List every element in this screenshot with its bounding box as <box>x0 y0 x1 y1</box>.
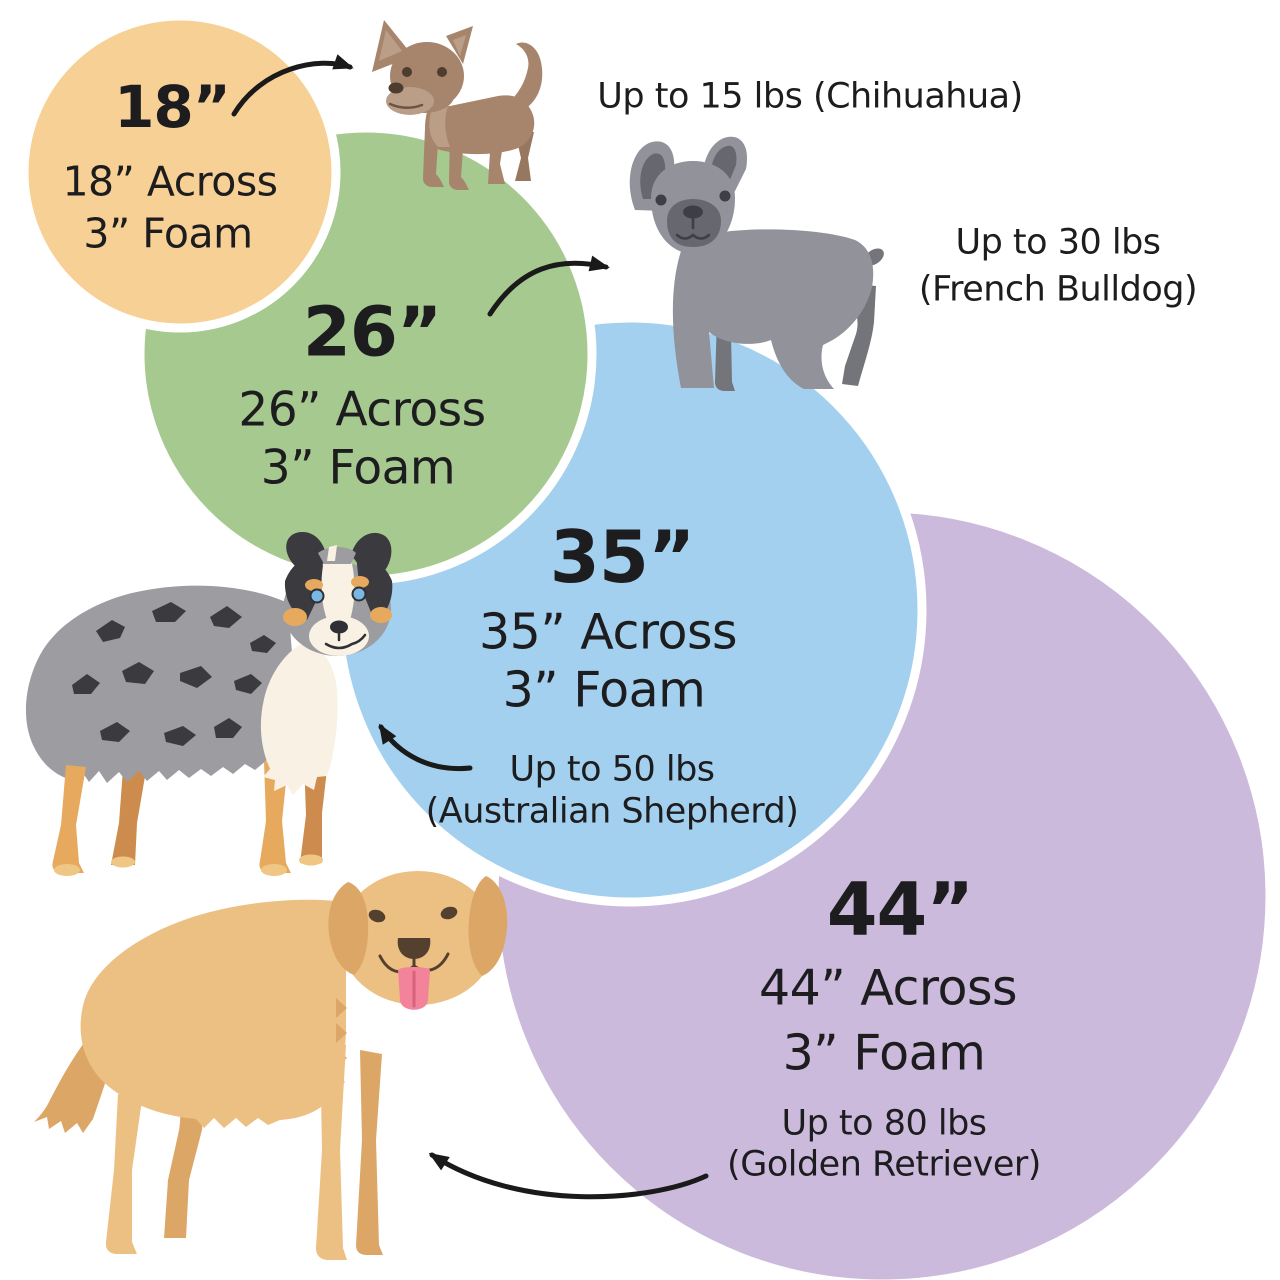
arrow-to-australian-shepherd-icon <box>378 723 473 772</box>
golden-retriever-ear <box>328 882 369 975</box>
arrow-to-golden-retriever-icon <box>428 1152 709 1200</box>
chihuahua-illustration <box>372 20 543 190</box>
bed-foam-label: 3” Foam <box>83 209 253 258</box>
golden-retriever-torso <box>80 899 346 1128</box>
bed-weight-label: Up to 50 lbs <box>509 749 715 790</box>
australian-shepherd-eye-2 <box>351 586 367 602</box>
bed-across-label: 26” Across <box>238 382 486 438</box>
bed-breed-label: (Golden Retriever) <box>727 1144 1041 1185</box>
bed-foam-label: 3” Foam <box>260 440 456 496</box>
chihuahua-head-group <box>372 20 473 115</box>
golden-retriever-eye <box>368 909 386 923</box>
bed-across-label: 35” Across <box>478 603 738 661</box>
australian-shepherd-illustration <box>25 531 393 876</box>
french-bulldog-jowls <box>675 216 711 240</box>
australian-shepherd-mask-patch-2 <box>356 555 393 622</box>
arrow-to-french-bulldog-icon <box>487 255 610 317</box>
bed-breed-label: (Australian Shepherd) <box>425 791 799 832</box>
chihuahua-rear-leg <box>488 136 505 184</box>
french-bulldog-body-group <box>672 229 884 391</box>
bed-size-heading: 35” <box>549 515 696 599</box>
australian-shepherd-crown-streak <box>327 545 337 561</box>
golden-retriever-rear-leg <box>105 1094 142 1254</box>
chihuahua-body-group <box>423 42 543 190</box>
chihuahua-nose <box>388 82 404 94</box>
chihuahua-front-leg-2 <box>449 132 469 190</box>
australian-shepherd-cheek <box>283 608 307 626</box>
french-bulldog-nose <box>683 205 703 219</box>
australian-shepherd-brow-2 <box>351 576 369 588</box>
australian-shepherd-body-group <box>25 585 338 876</box>
bed-weight-label: Up to 80 lbs <box>781 1103 987 1144</box>
french-bulldog-illustration <box>629 136 884 391</box>
australian-shepherd-rear-leg <box>52 765 86 873</box>
bed-across-label: 18” Across <box>62 157 278 206</box>
golden-retriever-eye-2 <box>440 906 458 920</box>
french-bulldog-eye-2 <box>719 190 731 202</box>
australian-shepherd-blaze <box>321 555 355 620</box>
bed-size-heading: 26” <box>302 292 442 373</box>
callout-french-bulldog-weight: Up to 30 lbs <box>955 222 1161 263</box>
circle-18-inch <box>19 11 341 333</box>
chihuahua-chest-patch <box>429 106 450 147</box>
australian-shepherd-eye <box>309 588 325 604</box>
chihuahua-eye <box>402 67 412 77</box>
chihuahua-eye-2 <box>437 67 447 77</box>
golden-retriever-far-front-leg <box>356 1050 383 1255</box>
chihuahua-ear-inner <box>379 30 402 61</box>
australian-shepherd-head-group <box>283 531 393 656</box>
bed-size-heading: 18” <box>114 73 231 141</box>
australian-shepherd-brow <box>305 579 323 591</box>
australian-shepherd-far-rear-leg <box>111 755 148 865</box>
french-bulldog-eye <box>655 194 667 206</box>
french-bulldog-far-rear-leg <box>832 282 876 386</box>
chihuahua-mouth <box>388 102 424 109</box>
australian-shepherd-chest-ruff <box>260 641 338 795</box>
chihuahua-tail <box>502 42 543 114</box>
australian-shepherd-mouth <box>324 632 367 650</box>
callout-french-bulldog-breed: (French Bulldog) <box>918 269 1198 310</box>
bed-across-label: 44” Across <box>758 959 1018 1017</box>
golden-retriever-body-group <box>34 899 383 1260</box>
australian-shepherd-nose <box>330 620 348 634</box>
golden-retriever-head-group <box>328 871 508 1010</box>
golden-retriever-illustration <box>34 871 508 1260</box>
french-bulldog-torso <box>672 229 874 389</box>
bed-foam-label: 3” Foam <box>782 1024 986 1082</box>
arrow-to-chihuahua-icon <box>231 54 354 117</box>
chihuahua-muzzle <box>386 87 434 115</box>
bed-foam-label: 3” Foam <box>502 661 706 719</box>
chihuahua-ear-inner-2 <box>453 35 466 56</box>
golden-retriever-nose <box>397 938 431 959</box>
golden-retriever-ear-2 <box>468 876 508 976</box>
french-bulldog-head-group <box>629 136 748 254</box>
australian-shepherd-merle-patches <box>72 602 276 746</box>
callout-chihuahua: Up to 15 lbs (Chihuahua) <box>597 76 1023 117</box>
australian-shepherd-front-leg <box>259 761 291 873</box>
chihuahua-thigh <box>482 99 524 147</box>
australian-shepherd-cheek-2 <box>370 607 392 623</box>
australian-shepherd-paws <box>54 854 323 876</box>
chihuahua-front-leg <box>423 128 444 187</box>
bed-size-heading: 44” <box>826 867 975 953</box>
golden-retriever-front-leg <box>316 1040 347 1260</box>
